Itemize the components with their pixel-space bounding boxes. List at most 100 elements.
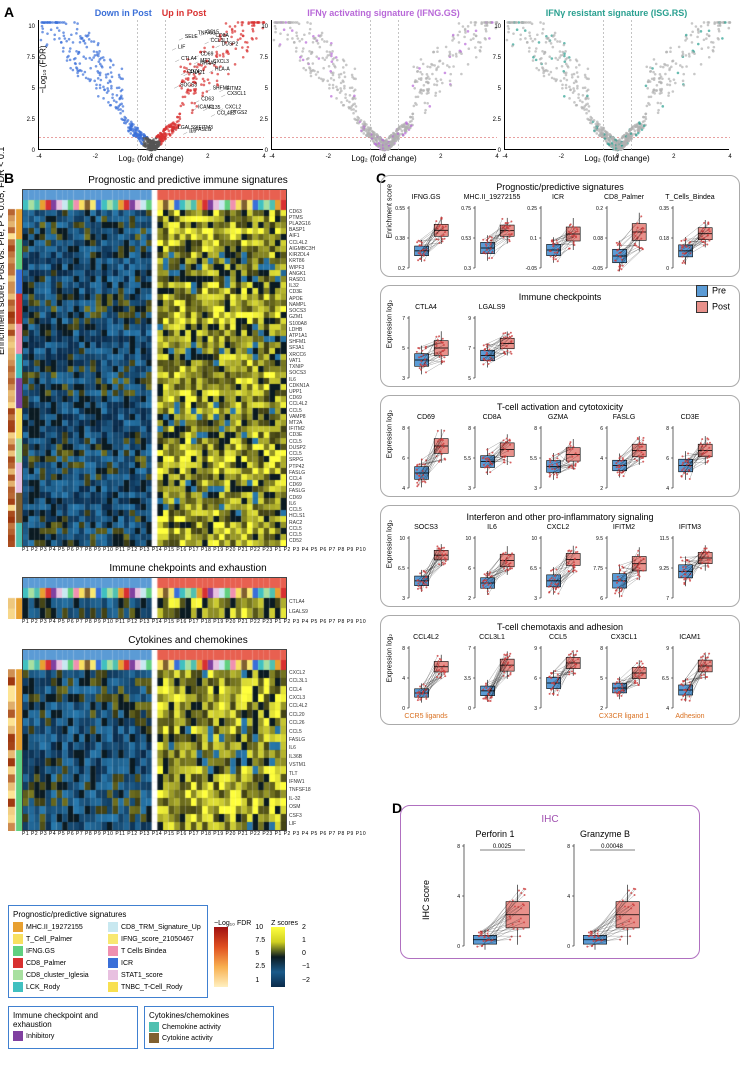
svg-text:9: 9 [468,316,471,322]
group-2: T-cell activation and cytotoxicityExpres… [380,395,740,497]
heatmap-1: Immune chekpoints and exhaustionCTLA4LGA… [8,563,368,625]
svg-text:9.25: 9.25 [659,566,669,572]
heatmap-title: Immune chekpoints and exhaustion [8,563,368,574]
svg-text:8: 8 [666,426,669,432]
legend-pre-post: Pre Post [696,285,730,313]
svg-text:0.75: 0.75 [461,206,471,212]
boxplot-GZMA: GZMA35.58 [527,414,589,492]
legend-item: Inhibitory [13,1031,133,1041]
svg-text:3: 3 [402,376,405,382]
ihc-Perforin 1: Perforin 10480.0025 [450,829,540,950]
svg-text:3: 3 [468,486,471,492]
svg-text:7: 7 [666,596,669,602]
svg-text:PTGS2: PTGS2 [231,110,248,116]
svg-text:11.5: 11.5 [660,536,670,542]
x-axis-label: Log₂ (fold change) [39,154,263,163]
svg-text:9.5: 9.5 [596,536,603,542]
heatmap-canvas [22,577,287,619]
svg-text:5: 5 [402,346,405,352]
volcano-3: IFNγ resistant signature (ISG.RS) -4-202… [504,8,729,150]
svg-text:6: 6 [666,456,669,462]
svg-text:0: 0 [265,148,269,154]
svg-text:9: 9 [534,646,537,652]
boxplot-CD8A: CD8A35.58 [461,414,523,492]
legend-item: T Cells Bindea [108,946,203,956]
svg-text:0.2: 0.2 [596,206,603,212]
legend-prognostic: Prognostic/predictive signatures MHC.II_… [8,905,208,998]
svg-text:10: 10 [399,536,405,542]
svg-text:0: 0 [457,944,460,950]
svg-text:HLA-A: HLA-A [215,67,230,73]
svg-text:10: 10 [261,24,268,30]
svg-text:CD8A: CD8A [216,33,230,39]
svg-text:FNA21: FNA21 [190,70,206,76]
legend-item: Chemokine activity [149,1022,269,1032]
svg-text:0.53: 0.53 [461,236,471,242]
volcano-1-title: Down in Post Up in Post [38,8,263,18]
svg-text:6: 6 [600,426,603,432]
svg-text:3: 3 [534,706,537,712]
svg-text:5.5: 5.5 [464,456,471,462]
boxplot-CCL5: CCL5369 [527,634,589,720]
legend-checkpoint: Immune checkpoint and exhaustion Inhibit… [8,1006,138,1049]
svg-text:2.5: 2.5 [27,117,36,123]
svg-text:5.5: 5.5 [530,456,537,462]
svg-text:2: 2 [600,486,603,492]
panel-c: Prognostic/predictive signaturesEnrichme… [380,175,740,795]
svg-text:0.2: 0.2 [398,266,405,272]
boxplot-CD69: CD69468 [395,414,457,492]
svg-text:3: 3 [534,486,537,492]
legend-item: IFNG.GS [13,946,108,956]
svg-text:9: 9 [666,646,669,652]
boxplot-LGALS9: LGALS9579 [461,304,523,382]
legend-fdr-gradient: −Log₁₀ FDR 107.552.51 [214,905,265,1002]
svg-text:0: 0 [666,266,669,272]
group-3: Interferon and other pro-inflammatory si… [380,505,740,607]
svg-text:7.5: 7.5 [260,55,269,61]
svg-text:2.5: 2.5 [493,117,502,123]
svg-text:10: 10 [531,536,537,542]
svg-text:8: 8 [402,426,405,432]
svg-text:LGALS9: LGALS9 [178,125,197,131]
svg-text:6: 6 [600,596,603,602]
svg-text:6: 6 [534,676,537,682]
legend-z-gradient: Z scores 210−1−2 [271,905,310,1002]
heatmap-title: Cytokines and chemokines [8,635,368,646]
svg-text:0.0025: 0.0025 [493,844,512,850]
svg-text:8: 8 [457,844,460,850]
boxplot-MHC.II_19272155: MHC.II_192721550.30.530.75 [461,194,523,272]
svg-text:7.75: 7.75 [593,566,603,572]
svg-text:8: 8 [468,426,471,432]
boxplot-CTLA4: CTLA4357 [395,304,457,382]
legend-item: MHC.II_19272155 [13,922,108,932]
svg-text:6: 6 [402,456,405,462]
boxplot-CCL3L1: CCL3L103.57 [461,634,523,720]
svg-text:CD63: CD63 [201,97,214,103]
legend-item: ICR [108,958,203,968]
ihc-Granzyme B: Granzyme B0480.00048 [560,829,650,950]
svg-text:8: 8 [534,426,537,432]
svg-text:0: 0 [32,148,36,154]
legends: Prognostic/predictive signatures MHC.II_… [8,905,368,1053]
svg-text:0: 0 [498,148,502,154]
boxplot-ICR: ICR-0.050.10.25 [527,194,589,272]
boxplot-CX3CL1: CX3CL1258CX3CR ligand 1 [593,634,655,720]
ihc-title: IHC [409,814,691,825]
svg-text:4: 4 [666,706,669,712]
heatmap-0: Prognostic and predictive immune signatu… [8,175,368,553]
svg-text:FASLG: FASLG [195,127,211,133]
group-1: Immune checkpointsExpression log₂CTLA435… [380,285,740,387]
svg-text:7: 7 [468,346,471,352]
svg-text:CXCL3: CXCL3 [213,59,229,65]
svg-text:6.5: 6.5 [662,676,669,682]
boxplot-CCL4L2: CCL4L2048CCR5 ligands [395,634,457,720]
svg-text:7: 7 [402,316,405,322]
svg-text:5: 5 [498,86,502,92]
panel-d: IHC Perforin 10480.0025Granzyme B0480.00… [400,805,700,985]
svg-text:0.00048: 0.00048 [601,844,623,850]
svg-text:0.08: 0.08 [593,236,603,242]
panel-b: Enrichment score, Post vs. Pre, P < 0.05… [8,175,368,895]
svg-text:3: 3 [534,596,537,602]
svg-text:4: 4 [666,486,669,492]
svg-text:IFITM2: IFITM2 [225,86,241,92]
